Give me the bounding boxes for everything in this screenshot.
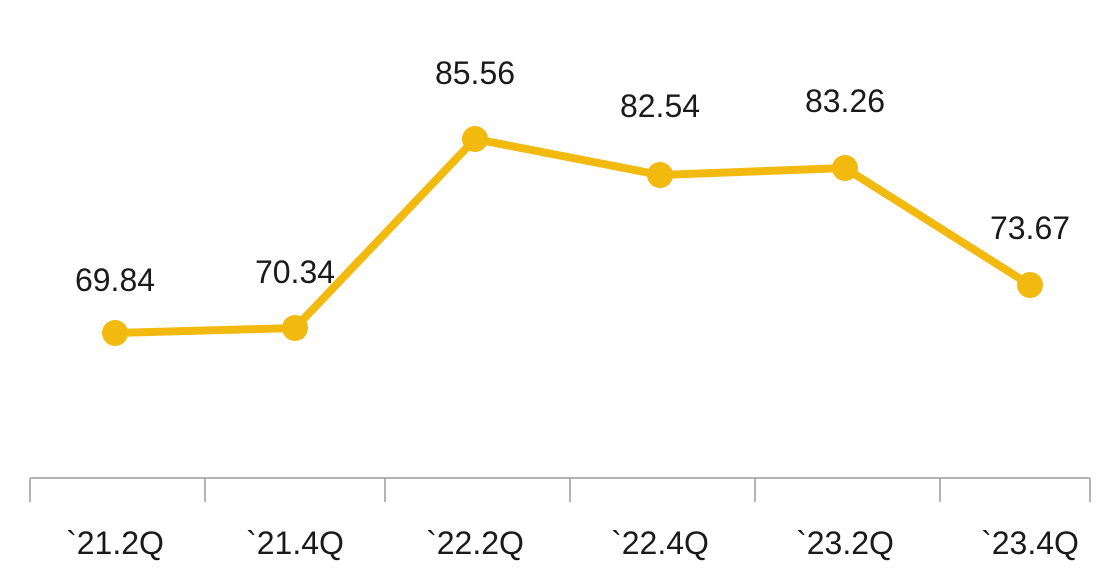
x-axis-label: `22.4Q	[611, 525, 709, 562]
data-label: 85.56	[435, 55, 515, 92]
data-label: 70.34	[255, 254, 335, 291]
data-label: 73.67	[990, 210, 1070, 247]
x-axis-label: `22.2Q	[426, 525, 524, 562]
x-axis-label: `23.4Q	[981, 525, 1079, 562]
data-label: 83.26	[805, 83, 885, 120]
x-axis-label: `21.4Q	[246, 525, 344, 562]
x-axis-label: `23.2Q	[796, 525, 894, 562]
x-axis-label: `21.2Q	[66, 525, 164, 562]
data-label: 82.54	[620, 88, 700, 125]
line-chart: 69.84 70.34 85.56 82.54 83.26 73.67 `21.2Q `21.…	[0, 0, 1096, 576]
chart-svg	[0, 0, 1096, 576]
data-label: 69.84	[75, 262, 155, 299]
